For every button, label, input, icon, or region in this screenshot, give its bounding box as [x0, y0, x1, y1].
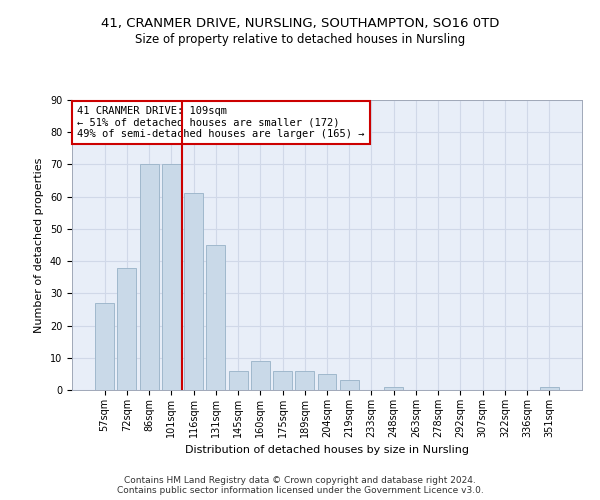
- Bar: [251, 361, 270, 390]
- Bar: [384, 387, 403, 390]
- Bar: [317, 374, 337, 390]
- Bar: [273, 370, 292, 390]
- Bar: [540, 387, 559, 390]
- Bar: [140, 164, 158, 390]
- Bar: [95, 303, 114, 390]
- Bar: [118, 268, 136, 390]
- Bar: [184, 194, 203, 390]
- Y-axis label: Number of detached properties: Number of detached properties: [34, 158, 44, 332]
- X-axis label: Distribution of detached houses by size in Nursling: Distribution of detached houses by size …: [185, 446, 469, 456]
- Text: 41, CRANMER DRIVE, NURSLING, SOUTHAMPTON, SO16 0TD: 41, CRANMER DRIVE, NURSLING, SOUTHAMPTON…: [101, 18, 499, 30]
- Bar: [295, 370, 314, 390]
- Bar: [162, 164, 181, 390]
- Text: 41 CRANMER DRIVE: 109sqm
← 51% of detached houses are smaller (172)
49% of semi-: 41 CRANMER DRIVE: 109sqm ← 51% of detach…: [77, 106, 365, 139]
- Text: Size of property relative to detached houses in Nursling: Size of property relative to detached ho…: [135, 32, 465, 46]
- Bar: [206, 245, 225, 390]
- Text: Contains HM Land Registry data © Crown copyright and database right 2024.
Contai: Contains HM Land Registry data © Crown c…: [116, 476, 484, 495]
- Bar: [229, 370, 248, 390]
- Bar: [340, 380, 359, 390]
